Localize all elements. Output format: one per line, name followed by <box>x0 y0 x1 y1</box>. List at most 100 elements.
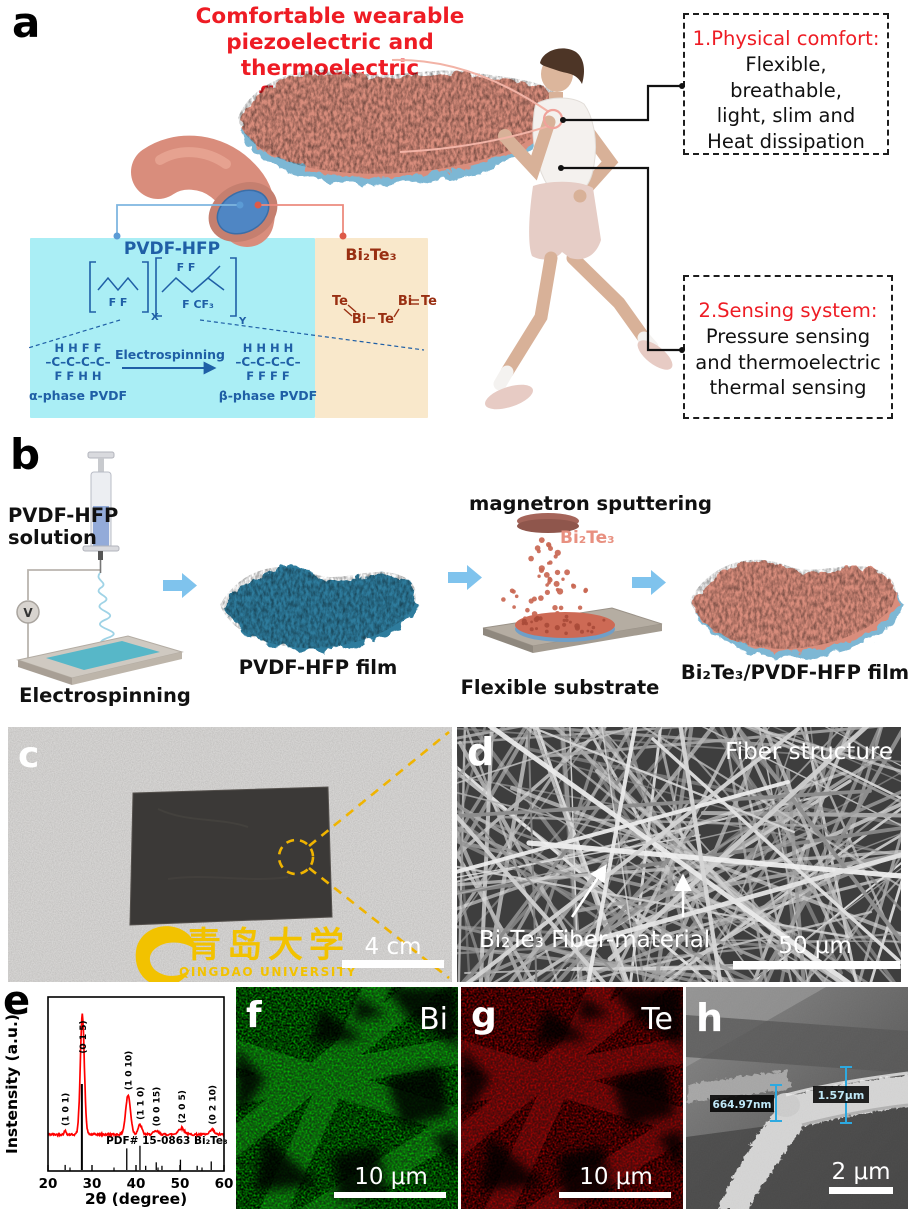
panel-c-photo: 青岛大学 QINGDAO UNIVERSITY c 4 cm <box>8 727 452 982</box>
fiber <box>822 854 901 982</box>
fiber <box>457 754 471 982</box>
panel-d: d Fiber structure Bi₂Te₃ Fiber-material … <box>457 727 901 982</box>
deposited-particle <box>602 618 606 622</box>
panel-f-label: f <box>246 995 262 1036</box>
syringe-plunger-rod <box>98 458 104 472</box>
fiber-bright <box>574 852 901 948</box>
fiber-bright <box>487 727 852 982</box>
measurement-label-bg <box>813 1086 869 1103</box>
fiber-bright <box>651 737 901 965</box>
panel-d-sem: d Fiber structure Bi₂Te₃ Fiber-material … <box>457 727 901 982</box>
particle <box>528 555 534 562</box>
particle <box>561 577 565 581</box>
particle <box>538 537 545 543</box>
panel-b-artwork: V PVDF-HFP solution Electrospinning <box>8 451 908 707</box>
fiber-bright <box>678 727 723 982</box>
particle <box>547 576 552 581</box>
xrd-peak-label: (1 0 1) <box>62 1093 72 1126</box>
electrospinning-caption: Electrospinning <box>19 684 191 707</box>
scalebar-text: 50 μm <box>778 933 852 959</box>
particle <box>544 589 551 595</box>
fiber <box>507 727 716 982</box>
deposited-particle <box>574 625 581 631</box>
blue-connector-line <box>116 204 240 236</box>
runner-front-leg <box>500 251 558 379</box>
particle <box>571 583 575 588</box>
deposited-particle <box>590 630 594 634</box>
xrd-reference-label: PDF# 15-0863 Bi₂Te₃ <box>106 1135 228 1147</box>
box1-line: Flexible, <box>745 53 827 76</box>
bi2te3-chemistry-panel <box>315 238 428 418</box>
eds-dark-gaps <box>236 987 458 1201</box>
particle <box>537 574 541 578</box>
scalebar <box>342 960 444 968</box>
y-axis-label: Instensity (a.u.) <box>3 1014 21 1154</box>
panel-h-label: h <box>696 996 723 1040</box>
particle <box>547 561 551 565</box>
particle <box>556 588 564 595</box>
fiber <box>734 727 901 945</box>
deposited-particle <box>544 629 549 634</box>
deposited-particle <box>529 627 534 632</box>
element-label-bi: Bi <box>419 1002 448 1037</box>
x-tick-label: 60 <box>215 1176 233 1192</box>
process-arrow-icon <box>448 565 482 590</box>
runner-rear-sock <box>637 331 659 354</box>
fiber <box>464 790 901 982</box>
particle <box>583 588 588 594</box>
element-label-te: Te <box>640 1002 673 1037</box>
deposited-particle <box>562 622 567 627</box>
annotation-connectors <box>561 84 682 352</box>
deposited-particle <box>554 625 560 631</box>
pvdf-chemistry-panel <box>30 238 315 418</box>
particle <box>512 605 516 609</box>
red-connector-line <box>258 204 344 236</box>
fiber <box>601 727 640 982</box>
particle <box>553 580 560 587</box>
fiber <box>457 727 506 780</box>
particle <box>531 596 537 602</box>
scalebar <box>559 1192 671 1198</box>
fiber <box>457 865 851 939</box>
runner-rear-arm <box>576 118 619 199</box>
fiber <box>457 850 536 982</box>
fiber-bright <box>457 780 790 874</box>
deposited-particle <box>564 614 569 619</box>
runner-neck <box>549 92 563 104</box>
panel-c-label: c <box>18 735 39 776</box>
fiber <box>457 925 705 982</box>
panel-a-label: a <box>12 0 41 47</box>
box2-line: Pressure sensing <box>705 325 871 348</box>
fiber <box>457 826 791 974</box>
fiber <box>528 727 796 834</box>
runner-shorts <box>529 181 601 260</box>
collector-plate-side <box>72 652 182 685</box>
fiber <box>569 727 579 982</box>
xrd-peak-label: (0 2 10) <box>209 1085 219 1125</box>
particle <box>511 589 516 594</box>
red-connector-dot <box>254 201 262 209</box>
syringe-solution-label: solution <box>8 526 97 549</box>
xrd-peak-label: (0 0 15) <box>153 1087 163 1127</box>
connector-dot <box>558 165 564 171</box>
deposited-particle <box>568 620 572 624</box>
sem-closeup: 664.97nm 1.57μm h 2 μm <box>686 987 908 1209</box>
fiber-pointer-arrow <box>570 864 607 918</box>
runner-front-shoe <box>485 384 533 410</box>
fiber <box>457 939 675 955</box>
xrd-peak-label: (1 1 0) <box>136 1087 146 1120</box>
physical-comfort-box: 1.Physical comfort: Flexible, breathable… <box>683 13 889 155</box>
fiber-structure-label: Fiber structure <box>725 739 893 765</box>
university-emblem-icon <box>135 926 196 982</box>
panel-b-label: b <box>10 430 41 479</box>
composite-film-texture <box>690 559 896 649</box>
box1-line: light, slim and <box>716 104 856 128</box>
university-name-en: QINGDAO UNIVERSITY <box>179 965 357 979</box>
deposited-particle <box>524 621 528 626</box>
pvdf-film-caption: PVDF-HFP film <box>239 656 398 679</box>
fiber <box>510 786 901 937</box>
fiber <box>478 727 494 982</box>
panel-c: 青岛大学 QINGDAO UNIVERSITY c 4 cm <box>8 727 452 982</box>
particle <box>552 605 558 611</box>
xrd-plot: PDF# 15-0863 Bi₂Te₃ (1 0 1) (0 1 5) (1 0 10… <box>3 996 233 1208</box>
